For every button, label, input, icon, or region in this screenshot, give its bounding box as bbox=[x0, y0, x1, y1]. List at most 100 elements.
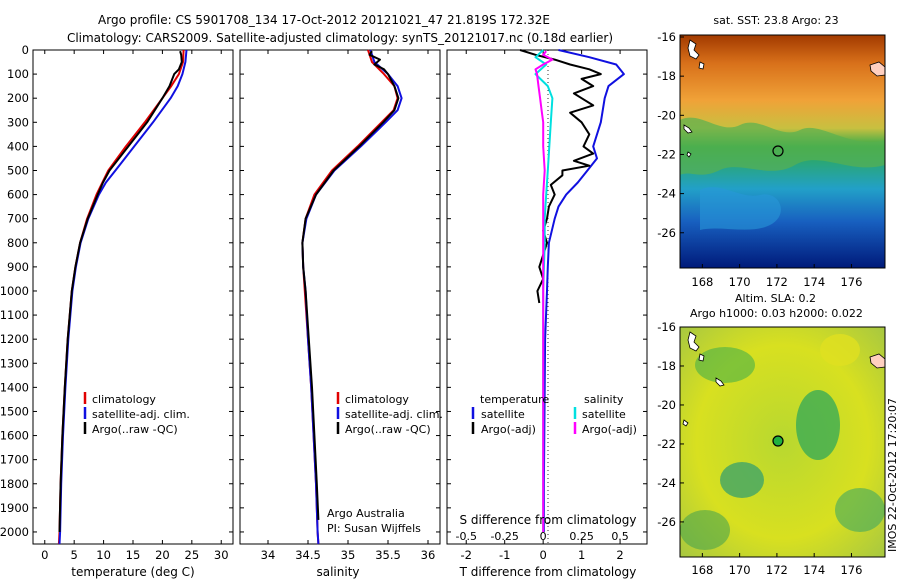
depth-tick-label: 900 bbox=[7, 260, 29, 274]
s-diff-tick-label: 0.5 bbox=[611, 530, 629, 543]
temperature-axis-label: temperature (deg C) bbox=[71, 565, 194, 579]
x-tick-label: 5 bbox=[71, 548, 78, 562]
argo-salinity-line bbox=[301, 50, 400, 520]
sst-argo-marker bbox=[772, 145, 784, 157]
x-tick-label: 20 bbox=[155, 548, 170, 562]
depth-tick-label: 700 bbox=[7, 212, 29, 226]
depth-tick-label: 1900 bbox=[0, 501, 29, 515]
depth-tick-label: 300 bbox=[7, 115, 29, 129]
island-new-caledonia bbox=[683, 124, 693, 158]
difference-legend: temperature salinity satellite Argo(-adj… bbox=[471, 393, 637, 436]
depth-tick-label: 1500 bbox=[0, 404, 29, 418]
island-vanuatu bbox=[687, 331, 705, 362]
sla-map-title1: Altim. SLA: 0.2 bbox=[735, 292, 816, 305]
island-vanuatu bbox=[687, 39, 705, 70]
x-tick-label: 34 bbox=[261, 548, 276, 562]
map-lat-label: -22 bbox=[657, 147, 676, 161]
depth-tick-label: 1800 bbox=[0, 477, 29, 491]
t-argo-difference-line bbox=[519, 49, 602, 304]
x-tick-label: 2 bbox=[616, 548, 623, 562]
map-lon-label: 176 bbox=[840, 563, 862, 577]
map-lat-label: -20 bbox=[657, 398, 676, 412]
temperature-panel-frame bbox=[32, 49, 234, 545]
x-tick-label: -1 bbox=[499, 548, 510, 562]
x-tick-label: 30 bbox=[214, 548, 229, 562]
sla-high-anomaly bbox=[820, 334, 860, 366]
legend-label-satellite: satellite-adj. clim. bbox=[92, 408, 190, 421]
x-tick-label: 0 bbox=[539, 548, 546, 562]
legend-header-salinity: salinity bbox=[584, 393, 624, 406]
x-tick-label: 10 bbox=[96, 548, 111, 562]
depth-tick-label: 100 bbox=[7, 67, 29, 81]
sla-map-frame bbox=[679, 326, 886, 558]
salinity-legend: climatology satellite-adj. clim. Argo(..… bbox=[336, 392, 443, 436]
x-tick-label: 0 bbox=[41, 548, 48, 562]
map-lat-label: -26 bbox=[657, 226, 676, 240]
sla-map-title2: Argo h1000: 0.03 h2000: 0.022 bbox=[690, 307, 863, 320]
s-diff-tick-label: -0.5 bbox=[455, 530, 476, 543]
island-new-caledonia bbox=[682, 377, 725, 427]
sst-cool-patch bbox=[700, 187, 781, 230]
map-lat-label: -16 bbox=[657, 320, 676, 334]
map-lon-label: 174 bbox=[803, 275, 825, 289]
map-lat-label: -20 bbox=[657, 108, 676, 122]
depth-tick-label: 2000 bbox=[0, 525, 29, 539]
t-difference-axis-label: T difference from climatology bbox=[459, 565, 637, 579]
map-lat-label: -22 bbox=[657, 437, 676, 451]
climatology-temperature-line bbox=[57, 49, 185, 545]
depth-tick-label: 800 bbox=[7, 236, 29, 250]
map-lat-label: -24 bbox=[657, 187, 676, 201]
map-lon-label: 168 bbox=[691, 275, 713, 289]
legend-label-argo: Argo(..raw -QC) bbox=[345, 423, 431, 436]
s-diff-tick-label: -0.25 bbox=[490, 530, 518, 543]
s-difference-x-axis: -0.5 -0.25 0 0.25 0.5 bbox=[455, 530, 628, 543]
sla-low-anomaly-4 bbox=[835, 488, 885, 532]
sla-map bbox=[679, 326, 886, 558]
figure-title-line1: Argo profile: CS 5901708_134 17-Oct-2012… bbox=[98, 13, 550, 27]
credit-line1: Argo Australia bbox=[327, 507, 405, 520]
x-tick-label: 15 bbox=[126, 548, 141, 562]
map-lon-label: 174 bbox=[803, 563, 825, 577]
map-lat-label: -18 bbox=[657, 359, 676, 373]
x-tick-label: -2 bbox=[460, 548, 471, 562]
sst-warm-patch bbox=[680, 117, 885, 175]
sla-low-anomaly-2 bbox=[720, 462, 764, 498]
sla-low-anomaly-3 bbox=[695, 347, 755, 383]
s-diff-tick-label: 0.25 bbox=[569, 530, 594, 543]
difference-panel-frame bbox=[446, 49, 648, 545]
depth-tick-label: 500 bbox=[7, 163, 29, 177]
sla-argo-marker bbox=[772, 435, 784, 447]
x-tick-label: 36 bbox=[421, 548, 436, 562]
legend-label-s-satellite: satellite bbox=[582, 408, 626, 421]
depth-tick-label: 1300 bbox=[0, 356, 29, 370]
salinity-x-axis: 34 34.5 35 35.5 36 bbox=[261, 50, 436, 562]
map-lon-label: 170 bbox=[729, 275, 751, 289]
imos-timestamp: IMOS 22-Oct-2012 17:20:07 bbox=[886, 398, 899, 552]
depth-tick-label: 1200 bbox=[0, 332, 29, 346]
argo-temperature-line bbox=[58, 50, 183, 533]
depth-axis: 0 100 200 300 400 500 600 700 800 900 1000 1100 1200… bbox=[0, 43, 647, 539]
map-lon-label: 170 bbox=[729, 563, 751, 577]
map-lat-label: -24 bbox=[657, 476, 676, 490]
map-lon-label: 176 bbox=[840, 275, 862, 289]
legend-label-satellite: satellite-adj. clim. bbox=[345, 408, 443, 421]
satellite-salinity-line bbox=[301, 49, 403, 545]
figure-title-line2: Climatology: CARS2009. Satellite-adjuste… bbox=[67, 31, 613, 45]
sla-low-anomaly-5 bbox=[680, 510, 730, 550]
depth-tick-label: 1100 bbox=[0, 308, 29, 322]
legend-label-climatology: climatology bbox=[345, 393, 409, 406]
x-tick-label: 34.5 bbox=[295, 548, 321, 562]
s-diff-tick-label: 0 bbox=[540, 530, 547, 543]
x-tick-label: 35 bbox=[341, 548, 356, 562]
depth-tick-label: 200 bbox=[7, 91, 29, 105]
depth-tick-label: 1700 bbox=[0, 453, 29, 467]
depth-tick-label: 1000 bbox=[0, 284, 29, 298]
depth-tick-label: 0 bbox=[22, 43, 29, 57]
salinity-series bbox=[301, 49, 403, 545]
map-lat-label: -26 bbox=[657, 515, 676, 529]
salinity-axis-label: salinity bbox=[316, 565, 359, 579]
temperature-series bbox=[57, 49, 188, 545]
map-lat-label: -18 bbox=[657, 69, 676, 83]
temperature-x-axis: 0 5 10 15 20 25 30 bbox=[41, 50, 229, 562]
